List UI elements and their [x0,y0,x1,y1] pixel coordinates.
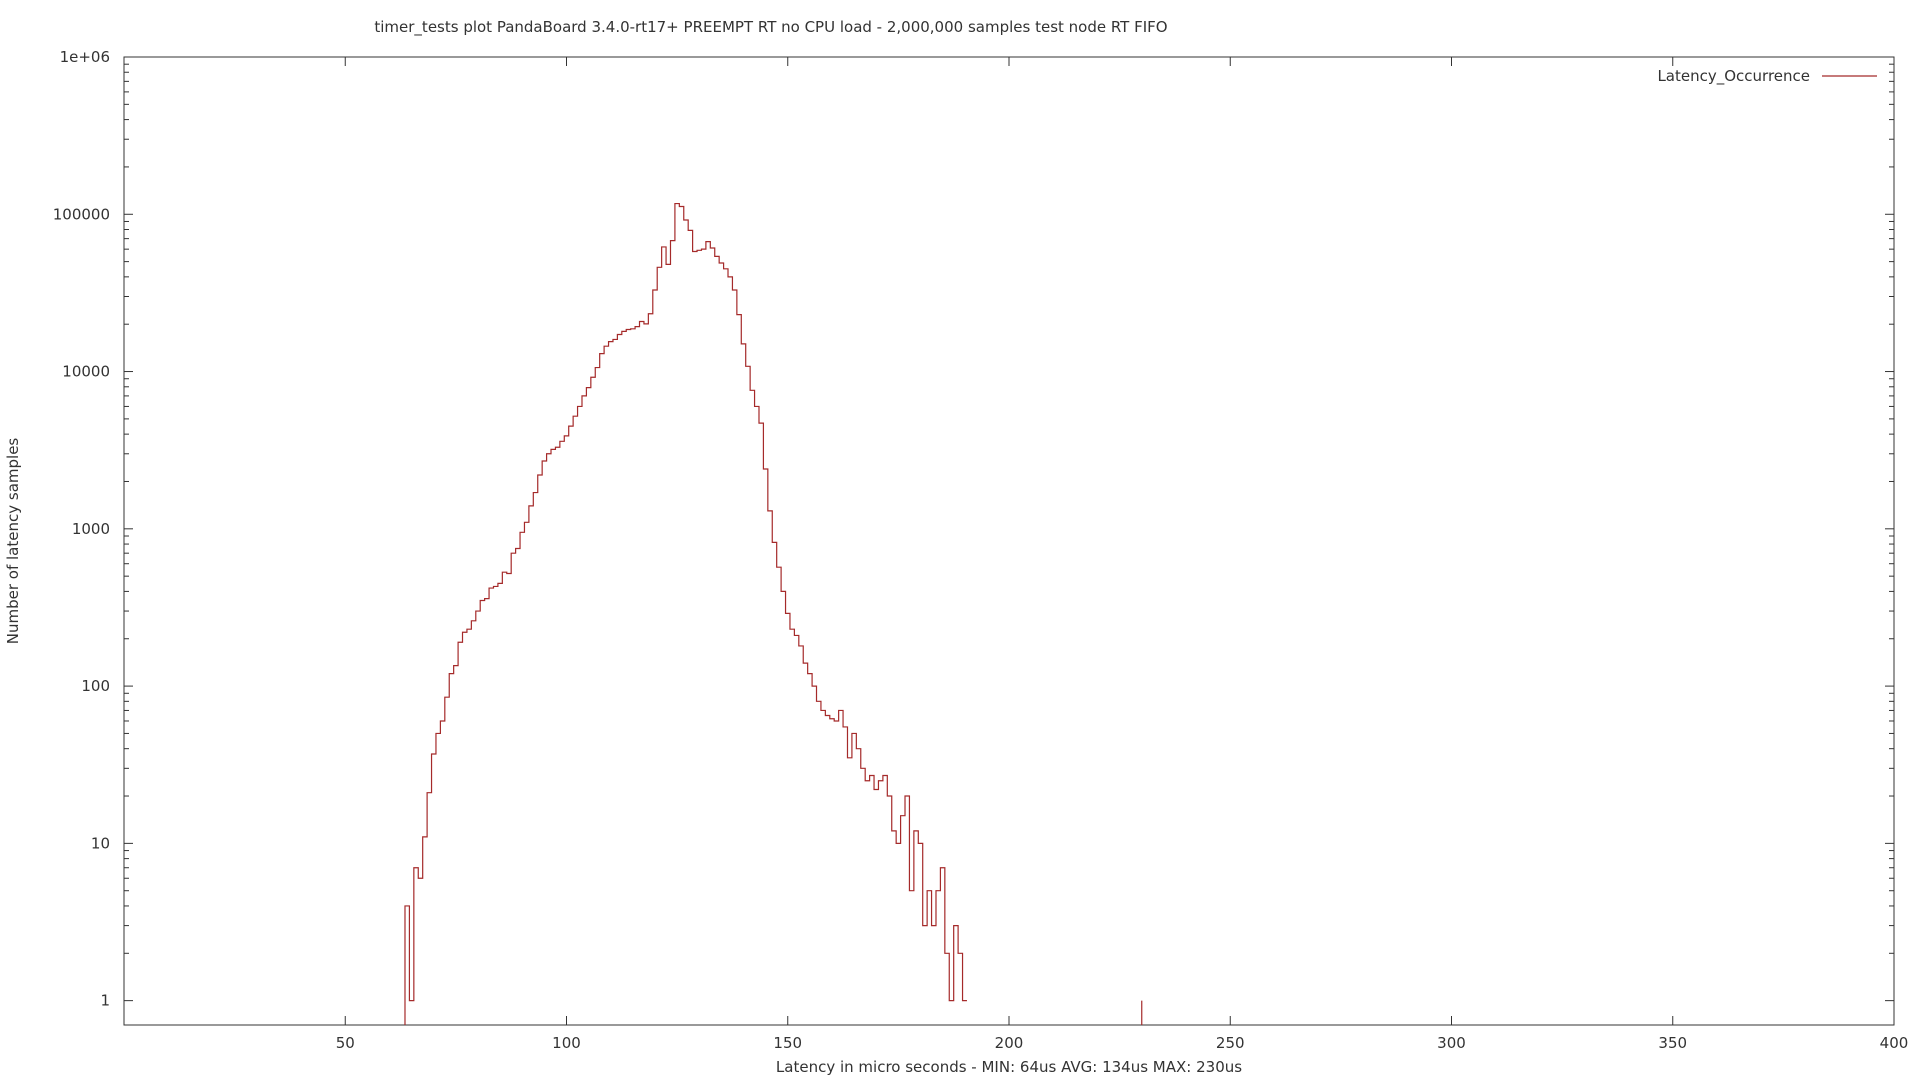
series-layer [404,202,1143,1025]
x-tick-label-50: 50 [336,1034,355,1052]
y-axis-ticks: 1 10 100 1000 10000 100000 1e+06 [53,48,1894,1010]
chart-title: timer_tests plot PandaBoard 3.4.0-rt17+ … [374,18,1167,37]
y-tick-label-10000: 10000 [62,363,110,381]
y-axis-label: Number of latency samples [4,438,22,645]
x-tick-label-350: 350 [1658,1034,1687,1052]
x-tick-label-400: 400 [1880,1034,1909,1052]
x-tick-label-300: 300 [1437,1034,1466,1052]
x-tick-label-100: 100 [552,1034,581,1052]
legend-label-latency-occurrence: Latency_Occurrence [1657,67,1810,86]
y-tick-label-1000: 1000 [72,520,110,538]
legend: Latency_Occurrence [1657,67,1877,86]
y-tick-label-10: 10 [91,834,110,852]
y-tick-label-1: 1 [100,992,110,1010]
y-tick-label-100: 100 [81,677,110,695]
x-tick-label-250: 250 [1216,1034,1245,1052]
x-axis-label: Latency in micro seconds - MIN: 64us AVG… [776,1058,1242,1076]
y-tick-label-1000000: 1e+06 [60,48,110,66]
x-tick-label-200: 200 [995,1034,1024,1052]
series-line-latency-occurrence [404,202,967,1025]
y-tick-label-100000: 100000 [53,205,110,223]
x-tick-label-150: 150 [773,1034,802,1052]
x-axis-ticks: 50 100 150 200 250 300 350 400 [336,57,1909,1052]
